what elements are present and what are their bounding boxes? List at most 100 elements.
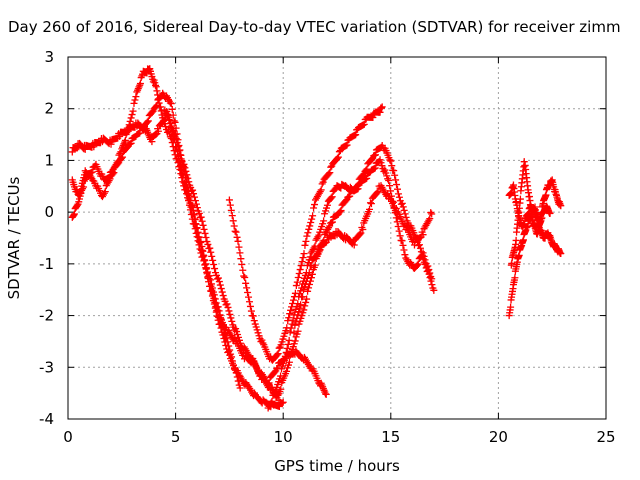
data-point bbox=[305, 269, 313, 277]
data-point bbox=[118, 154, 126, 162]
data-point bbox=[311, 201, 319, 209]
data-point bbox=[234, 377, 242, 385]
data-point bbox=[201, 256, 209, 264]
data-point bbox=[424, 267, 432, 275]
y-tick-label: 1 bbox=[44, 151, 54, 169]
data-point bbox=[313, 251, 321, 259]
data-point bbox=[328, 218, 336, 226]
data-point bbox=[249, 312, 257, 320]
data-point bbox=[393, 181, 401, 189]
data-point bbox=[134, 85, 142, 93]
data-point bbox=[152, 81, 160, 89]
data-point bbox=[204, 268, 212, 276]
data-point bbox=[197, 238, 205, 246]
data-point bbox=[190, 190, 198, 198]
data-point bbox=[356, 230, 364, 238]
data-point bbox=[308, 215, 316, 223]
data-point bbox=[367, 200, 375, 208]
data-point bbox=[306, 222, 314, 230]
data-point bbox=[100, 189, 108, 197]
data-point bbox=[427, 277, 435, 285]
data-point bbox=[119, 153, 127, 161]
data-point bbox=[244, 288, 252, 296]
data-point bbox=[268, 397, 276, 405]
data-point bbox=[307, 219, 315, 227]
series-8 bbox=[505, 176, 565, 230]
data-point bbox=[310, 204, 318, 212]
data-point bbox=[507, 303, 515, 311]
data-point bbox=[231, 365, 239, 373]
data-point bbox=[129, 107, 137, 115]
data-point bbox=[297, 262, 305, 270]
data-point bbox=[250, 317, 258, 325]
data-point bbox=[414, 260, 422, 268]
data-point bbox=[201, 229, 209, 237]
data-point bbox=[195, 209, 203, 217]
data-point bbox=[546, 209, 554, 217]
data-point bbox=[516, 195, 524, 203]
x-tick-label: 25 bbox=[596, 428, 615, 446]
data-point bbox=[153, 87, 161, 95]
data-point bbox=[229, 361, 237, 369]
data-point bbox=[295, 308, 303, 316]
data-point bbox=[290, 329, 298, 337]
data-point bbox=[121, 136, 129, 144]
data-point bbox=[400, 246, 408, 254]
data-point bbox=[137, 74, 145, 82]
data-point bbox=[283, 367, 291, 375]
data-point bbox=[328, 193, 336, 201]
data-point bbox=[512, 236, 520, 244]
data-point bbox=[116, 149, 124, 157]
data-point bbox=[107, 140, 115, 148]
data-point bbox=[298, 258, 306, 266]
data-point bbox=[359, 226, 367, 234]
y-tick-label: -2 bbox=[39, 307, 54, 325]
data-point bbox=[316, 246, 324, 254]
data-point bbox=[77, 189, 85, 197]
data-point bbox=[418, 251, 426, 259]
data-point bbox=[350, 241, 358, 249]
data-point bbox=[219, 292, 227, 300]
data-point bbox=[307, 262, 315, 270]
data-point bbox=[182, 167, 190, 175]
data-point bbox=[176, 166, 184, 174]
y-tick-label: -4 bbox=[39, 410, 54, 428]
x-tick-label: 15 bbox=[381, 428, 400, 446]
data-point bbox=[176, 151, 184, 159]
data-point bbox=[301, 241, 309, 249]
data-point bbox=[377, 104, 385, 112]
data-point bbox=[228, 353, 236, 361]
data-point bbox=[314, 233, 322, 241]
data-point bbox=[202, 234, 210, 242]
data-point bbox=[384, 175, 392, 183]
data-point bbox=[184, 174, 192, 182]
data-point bbox=[144, 117, 152, 125]
data-point bbox=[285, 336, 293, 344]
data-point bbox=[336, 208, 344, 216]
data-point bbox=[295, 270, 303, 278]
data-point bbox=[305, 284, 313, 292]
data-point bbox=[202, 260, 210, 268]
data-point bbox=[189, 206, 197, 214]
data-point bbox=[210, 291, 218, 299]
data-point bbox=[304, 229, 312, 237]
data-point bbox=[181, 164, 189, 172]
data-point bbox=[207, 280, 215, 288]
data-point bbox=[296, 266, 304, 274]
data-point bbox=[70, 210, 78, 218]
data-point bbox=[228, 212, 236, 220]
data-point bbox=[305, 225, 313, 233]
data-point bbox=[188, 202, 196, 210]
data-point bbox=[259, 339, 267, 347]
data-point bbox=[300, 306, 308, 314]
data-point bbox=[285, 314, 293, 322]
data-point bbox=[214, 303, 222, 311]
data-point bbox=[284, 340, 292, 348]
x-tick-label: 20 bbox=[489, 428, 508, 446]
data-point bbox=[302, 298, 310, 306]
data-point bbox=[132, 93, 140, 101]
data-point bbox=[369, 113, 377, 121]
data-point bbox=[232, 228, 240, 236]
data-point bbox=[373, 189, 381, 197]
data-point bbox=[193, 224, 201, 232]
